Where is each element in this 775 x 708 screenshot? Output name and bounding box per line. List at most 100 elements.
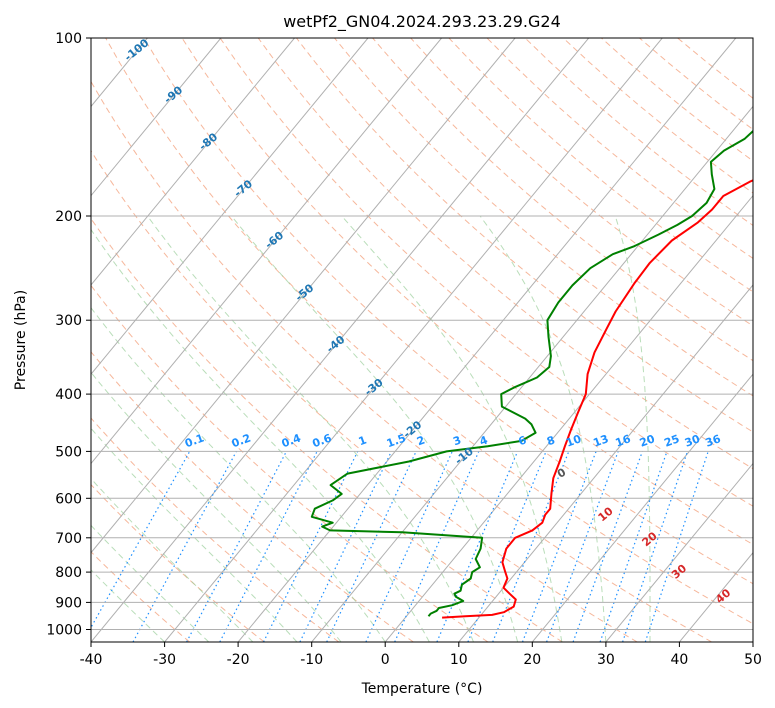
moist-adiabat (91, 477, 254, 642)
line-labels: -100-90-80-70-60-50-40-30-20-100.1 0.2 0.4… (122, 36, 734, 606)
y-tick-label: 500 (55, 444, 82, 460)
isotherm (91, 38, 590, 642)
mixing-ratio-label: 30 (683, 432, 702, 450)
x-axis-label: Temperature (°C) (361, 681, 483, 697)
mixing-ratio-line (299, 451, 392, 642)
dry-adiabat (334, 38, 753, 397)
isotherm (91, 38, 516, 554)
moist-adiabat (91, 524, 210, 642)
mixing-ratio-label: 8 (545, 434, 557, 449)
mixing-ratio-label: 2 (415, 434, 427, 449)
mixing-ratio-label: 0.6 (311, 431, 334, 450)
moist-adiabat (231, 215, 519, 642)
isotherm (0, 38, 74, 642)
y-tick-label: 700 (55, 531, 82, 547)
mixing-ratio-label: 0.2 (230, 431, 253, 450)
mixing-ratio-line (467, 451, 547, 642)
mixing-ratio-label: 0.4 (280, 431, 303, 450)
moist-adiabat (479, 215, 607, 642)
mixing-ratio-label: 36 (704, 432, 723, 450)
moist-adiabat (91, 427, 298, 642)
isotherm-label: -60 (263, 229, 287, 252)
dry-adiabat (448, 38, 753, 293)
mixing-ratio-label: 10 (564, 432, 583, 450)
isotherm-label: -80 (197, 130, 221, 153)
mixing-ratio-label: 3 (451, 434, 463, 449)
dry-adiabat (91, 551, 190, 642)
pressure-grid (91, 38, 753, 630)
x-tick-label: 10 (450, 652, 468, 668)
x-axis: -40 -30 -20 -10 0 10 20 30 40 50 (80, 642, 762, 668)
isotherm-label: -40 (324, 333, 348, 356)
isotherm (605, 462, 753, 642)
moist-adiabat (341, 215, 563, 642)
mixing-ratio-line (394, 451, 480, 642)
mixing-ratio-line (492, 451, 570, 642)
mixing-ratio-line (622, 451, 689, 642)
isotherm (91, 38, 369, 375)
dry-adiabat (562, 38, 753, 194)
background-lines (0, 38, 753, 642)
mixing-ratio-line (546, 451, 619, 642)
mixing-ratio-label: 4 (478, 433, 490, 448)
moist-adiabat (147, 215, 474, 642)
moist-adiabat (614, 215, 651, 642)
dry-adiabat (91, 351, 414, 642)
moist-adiabat (91, 306, 386, 642)
dry-adiabat (219, 38, 753, 507)
dry-adiabat (91, 149, 638, 642)
mixing-ratio-label: 6 (517, 433, 529, 448)
y-tick-label: 1000 (46, 623, 82, 639)
mixing-ratio-label: 25 (662, 432, 681, 449)
y-tick-label: 900 (55, 595, 82, 611)
isotherm (237, 38, 737, 642)
dry-adiabat (296, 38, 753, 433)
mixing-ratio-line (365, 451, 453, 642)
y-tick-label: 100 (55, 31, 82, 47)
x-tick-label: 20 (523, 652, 541, 668)
isotherm-label: -50 (293, 281, 317, 304)
plot-frame (90, 37, 754, 643)
mixing-ratio-label: 1.5 (385, 431, 408, 450)
profile-lines (310, 129, 753, 619)
y-tick-label: 400 (55, 387, 82, 403)
isotherm-label: -30 (362, 376, 386, 399)
x-tick-label: -40 (80, 652, 103, 668)
y-tick-label: 300 (55, 313, 82, 329)
mixing-ratio-label: 20 (638, 432, 657, 450)
isotherm (458, 284, 753, 642)
dry-adiabat (410, 38, 753, 327)
moist-adiabat (91, 228, 430, 642)
isotherm (311, 105, 753, 642)
mixing-ratio-line (436, 451, 519, 642)
y-axis: 100 200 300 400 500 600 700 800 900 1000 (46, 31, 91, 639)
moist-adiabat (91, 569, 165, 642)
dry-adiabat (486, 38, 753, 260)
moist-adiabat (91, 371, 342, 642)
isotherm (164, 38, 663, 642)
isotherm (679, 551, 753, 642)
y-tick-label: 200 (55, 209, 82, 225)
isotherm (91, 38, 295, 286)
isotherm-label: -70 (231, 177, 255, 200)
isotherm (91, 38, 442, 465)
mixing-ratio-line (644, 451, 709, 642)
isotherm-label: -90 (162, 83, 186, 106)
mixing-ratio-line (599, 451, 668, 642)
mixing-ratio-label: 16 (614, 432, 633, 450)
dry-adiabat-label: 10 (596, 504, 616, 524)
x-tick-label: 0 (381, 652, 390, 668)
dry-adiabat (372, 38, 753, 362)
mixing-ratio-line (572, 451, 643, 642)
dry-adiabat (677, 38, 753, 99)
x-tick-label: -20 (227, 652, 250, 668)
mixing-ratio-line (262, 451, 359, 642)
x-tick-label: 30 (597, 652, 615, 668)
isotherm (91, 38, 222, 197)
temperature-line (442, 179, 753, 619)
y-tick-label: 800 (55, 565, 82, 581)
dry-adiabat-label: 20 (640, 529, 660, 549)
y-axis-label: Pressure (hPa) (13, 290, 29, 390)
dry-adiabat (91, 284, 489, 642)
